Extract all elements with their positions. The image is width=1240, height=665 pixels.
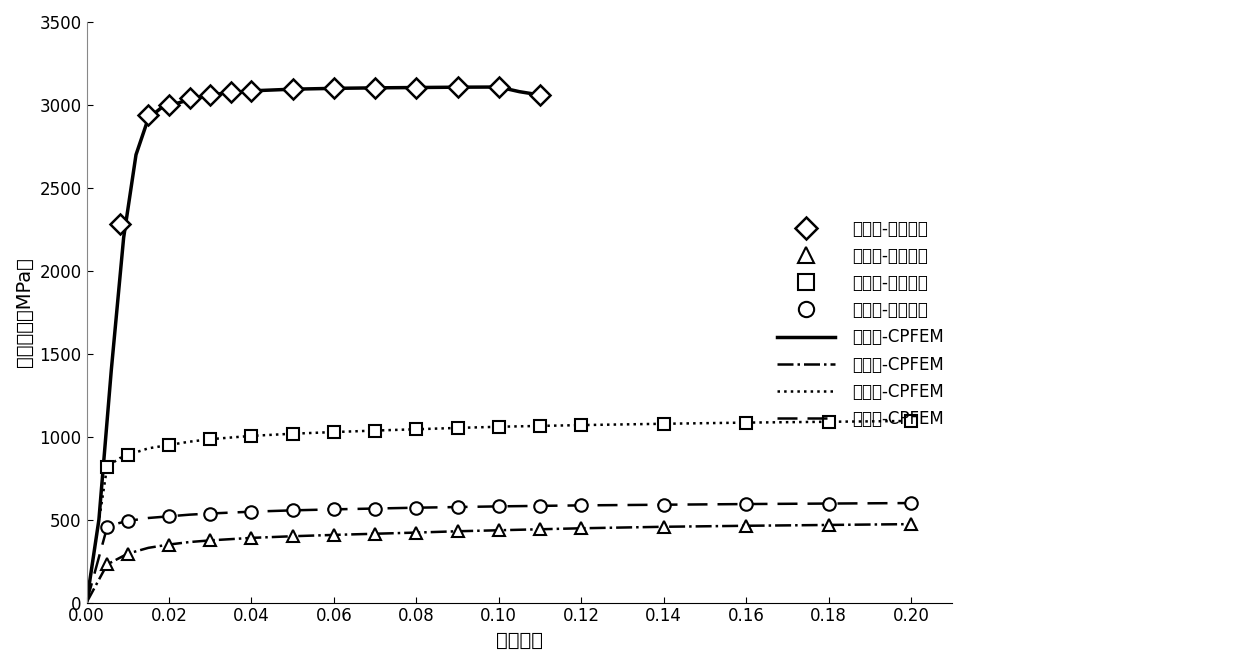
X-axis label: 真实应变: 真实应变 bbox=[496, 631, 543, 650]
Legend: 马氏体-传统模型, 奋氏体-传统模型, 珠光体-传统模型, 铁素体-传统模型, 马氏体-CPFEM, 奋氏体-CPFEM, 珠光体-CPFEM, 铁素体-CPF: 马氏体-传统模型, 奋氏体-传统模型, 珠光体-传统模型, 铁素体-传统模型, … bbox=[777, 220, 944, 428]
Y-axis label: 真实应力（MPa）: 真实应力（MPa） bbox=[15, 257, 33, 367]
